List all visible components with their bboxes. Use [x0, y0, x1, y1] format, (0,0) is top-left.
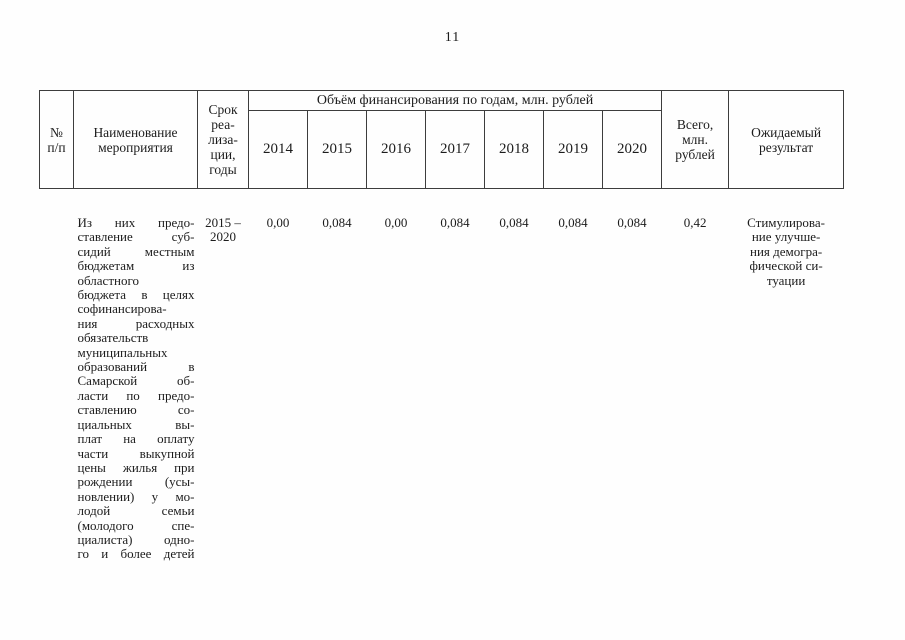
col-header-year-2016: 2016 — [366, 110, 426, 189]
cell-value-2019: 0,084 — [558, 215, 588, 230]
col-header-year-2015: 2015 — [307, 110, 367, 189]
cell-total: 0,42 — [683, 215, 707, 230]
col-header-result: Ожидаемый результат — [728, 90, 845, 189]
col-header-total: Всего, млн. рублей — [661, 90, 730, 189]
cell-value-2020: 0,084 — [617, 215, 647, 230]
col-header-year-2019: 2019 — [543, 110, 603, 189]
cell-value-2018: 0,084 — [499, 215, 529, 230]
cell-measure-name: Из них предо- ставление суб- сидий местн… — [77, 215, 195, 562]
col-header-finance-span: Объём финансирования по годам, млн. рубл… — [247, 90, 663, 111]
col-header-name: Наименование мероприятия — [73, 90, 198, 189]
table-row: Из них предо- ставление суб- сидий местн… — [40, 189, 844, 562]
cell-expected-result: Стимулирова- ние улучше- ния демогра- фи… — [747, 215, 825, 288]
col-header-year-2020: 2020 — [601, 110, 663, 189]
col-header-year-2014: 2014 — [248, 110, 308, 189]
col-header-year-2018: 2018 — [484, 110, 544, 189]
col-header-term: Срок реа- лиза- ции, годы — [197, 90, 249, 189]
cell-value-2015: 0,084 — [322, 215, 352, 230]
cell-term: 2015 – 2020 — [205, 215, 241, 245]
table-header: № п/п Наименование мероприятия Срок реа-… — [39, 90, 845, 189]
financing-table: № п/п Наименование мероприятия Срок реа-… — [39, 90, 845, 562]
cell-value-2017: 0,084 — [440, 215, 470, 230]
col-header-year-2017: 2017 — [425, 110, 485, 189]
col-header-no: № п/п — [39, 90, 74, 189]
page-number: 11 — [444, 30, 461, 45]
cell-no — [40, 189, 74, 562]
cell-value-2014: 0,00 — [266, 215, 290, 230]
cell-value-2016: 0,00 — [384, 215, 408, 230]
